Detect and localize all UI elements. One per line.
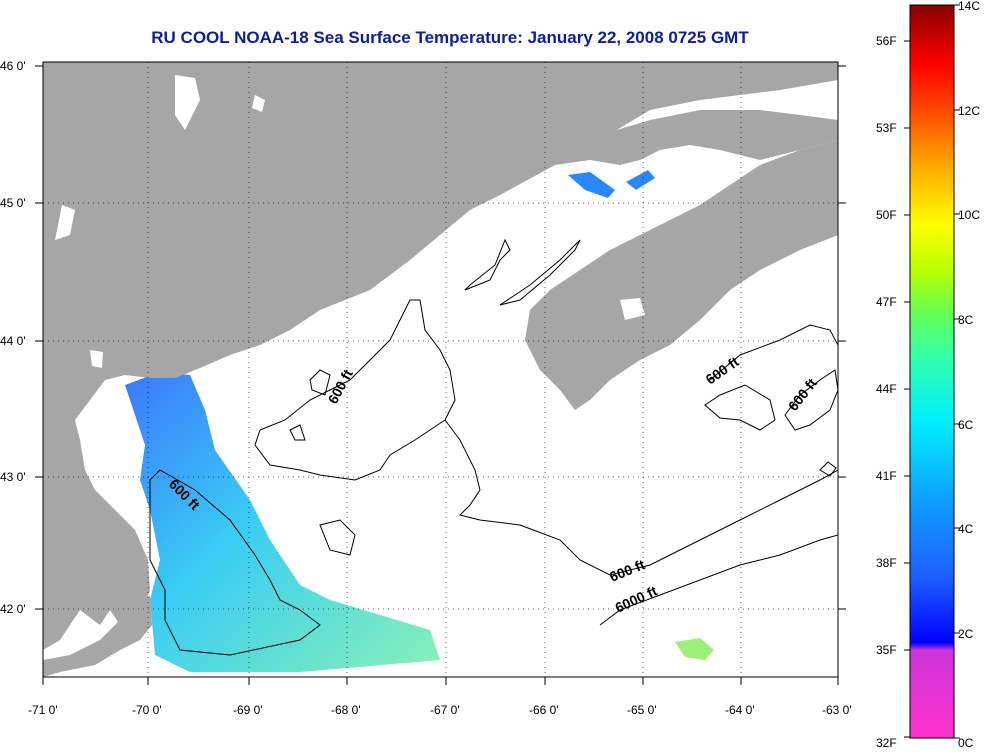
lake — [55, 205, 75, 240]
fahrenheit-label: 50F — [876, 208, 897, 222]
celsius-label: 10C — [958, 208, 980, 222]
sst-bay-of-fundy-patch — [568, 170, 655, 198]
celsius-label: 8C — [958, 313, 974, 327]
celsius-label: 4C — [958, 522, 974, 536]
lon-label: -65 0' — [627, 703, 657, 717]
map-frame — [42, 61, 839, 678]
land-nova-scotia — [525, 140, 838, 410]
lake — [252, 95, 265, 112]
lon-label: -69 0' — [233, 703, 263, 717]
celsius-label: 0C — [958, 736, 974, 750]
fahrenheit-label: 41F — [876, 469, 897, 483]
fahrenheit-label: 32F — [876, 736, 897, 750]
land-cape-cod — [43, 595, 152, 677]
lat-label: 42 0' — [0, 602, 26, 616]
lat-label: 43 0' — [0, 470, 26, 484]
lon-label: -71 0' — [28, 703, 58, 717]
lon-label: -67 0' — [430, 703, 460, 717]
fahrenheit-label: 47F — [876, 295, 897, 309]
lat-label: 44 0' — [0, 334, 26, 348]
lat-label: 46 0' — [0, 59, 26, 73]
celsius-label: 14C — [958, 0, 980, 13]
fahrenheit-label: 38F — [876, 556, 897, 570]
lake — [175, 75, 200, 130]
sst-coastal-patch — [125, 372, 440, 672]
lon-label: -66 0' — [529, 703, 559, 717]
land-new-brunswick — [555, 110, 838, 165]
celsius-label: 12C — [958, 104, 980, 118]
lon-label: -63 0' — [822, 703, 852, 717]
fahrenheit-label: 44F — [876, 382, 897, 396]
colorbar: 14C 12C 10C 8C 6C 4C 2C 0C 56F 53F 50F 4… — [876, 0, 980, 750]
lat-label: 45 0' — [0, 196, 26, 210]
lon-label: -68 0' — [331, 703, 361, 717]
celsius-label: 6C — [958, 418, 974, 432]
colorbar-gradient — [909, 4, 955, 739]
lon-label: -64 0' — [725, 703, 755, 717]
land-maine — [43, 62, 838, 650]
longitude-labels: -71 0' -70 0' -69 0' -68 0' -67 0' -66 0… — [28, 703, 852, 717]
fahrenheit-label: 56F — [876, 34, 897, 48]
lake — [90, 350, 103, 368]
lon-label: -70 0' — [132, 703, 162, 717]
tick-marks — [35, 65, 846, 685]
fahrenheit-label: 35F — [876, 643, 897, 657]
fahrenheit-label: 53F — [876, 121, 897, 135]
lake — [620, 298, 645, 320]
latitude-labels: 46 0' 45 0' 44 0' 43 0' 42 0' — [0, 59, 26, 616]
bathymetry-contours — [149, 238, 838, 656]
sst-offshore-patch — [675, 638, 714, 660]
map-title: RU COOL NOAA-18 Sea Surface Temperature:… — [151, 28, 749, 47]
celsius-label: 2C — [958, 627, 974, 641]
